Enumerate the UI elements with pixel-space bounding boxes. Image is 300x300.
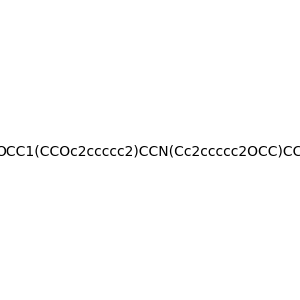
Text: OCC1(CCOc2ccccc2)CCN(Cc2ccccc2OCC)CC1: OCC1(CCOc2ccccc2)CCN(Cc2ccccc2OCC)CC1: [0, 145, 300, 158]
